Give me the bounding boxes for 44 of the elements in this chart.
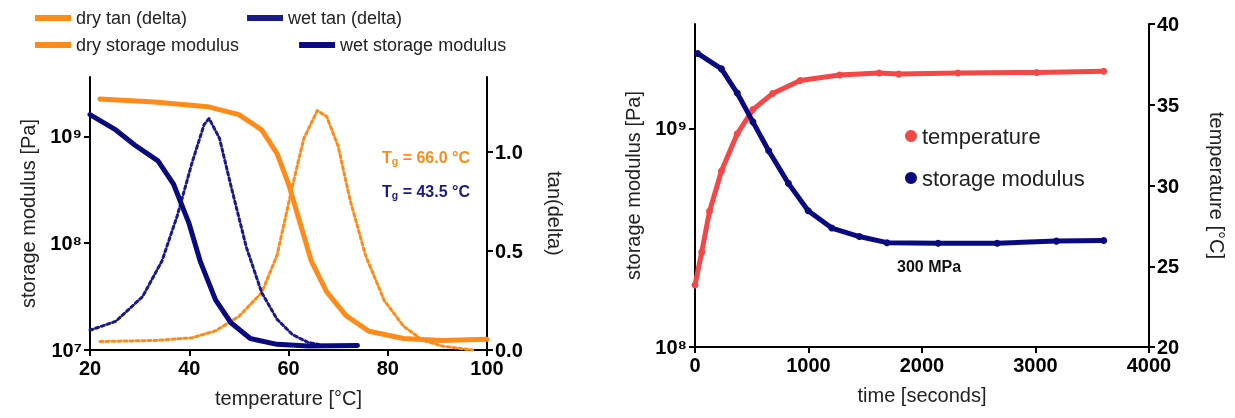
y2-axis-title: temperature [°C]: [1206, 112, 1228, 259]
point: [855, 233, 863, 241]
legend-label: wet storage modulus: [339, 35, 507, 55]
x-tick-label: 2000: [899, 354, 945, 376]
y2-tick-label: 30: [1157, 174, 1180, 197]
legend-label: wet tan (delta): [287, 8, 403, 28]
y-tick-label: 10⁹: [50, 125, 82, 148]
x-axis-title: time [seconds]: [857, 384, 987, 406]
y-axis-title: storage modulus [Pa]: [17, 119, 39, 308]
x-tick-label: 0: [689, 354, 701, 376]
point: [733, 89, 741, 97]
point: [765, 147, 773, 155]
y-tick-label: 10⁸: [655, 336, 687, 358]
y-tick-label: 10⁸: [50, 232, 82, 255]
point: [1052, 237, 1060, 245]
x-tick-label: 60: [277, 357, 300, 379]
x-tick-label: 3000: [1013, 354, 1058, 376]
x-tick-label: 1000: [786, 354, 831, 376]
legend-label: storage modulus: [922, 165, 1085, 191]
legend-label: dry tan (delta): [76, 8, 188, 28]
legend-label: temperature: [922, 123, 1041, 149]
annotation: 300 MPa: [897, 257, 962, 275]
point: [993, 239, 1001, 247]
point: [784, 179, 792, 187]
point: [804, 207, 812, 215]
y2-axis-title: tan(delta): [544, 171, 566, 256]
point: [694, 49, 702, 57]
y2-tick-label: 40: [1157, 13, 1180, 35]
y2-tick-label: 25: [1157, 255, 1180, 278]
x-axis-title: temperature [°C]: [215, 387, 362, 409]
point: [828, 224, 836, 232]
legend-label: dry storage modulus: [76, 35, 240, 55]
point: [1100, 236, 1108, 244]
point: [883, 239, 891, 247]
y2-tick-label: 35: [1157, 93, 1180, 116]
y2-tick-label: 1.0: [495, 141, 523, 164]
point: [749, 118, 757, 126]
x-tick-label: 40: [178, 357, 201, 379]
x-tick-label: 80: [376, 357, 399, 379]
y-tick-label: 10⁹: [655, 117, 687, 140]
y2-tick-label: 0.5: [495, 240, 523, 263]
point: [717, 65, 725, 73]
point: [934, 239, 942, 247]
y-axis-title: storage modulus [Pa]: [622, 91, 644, 280]
